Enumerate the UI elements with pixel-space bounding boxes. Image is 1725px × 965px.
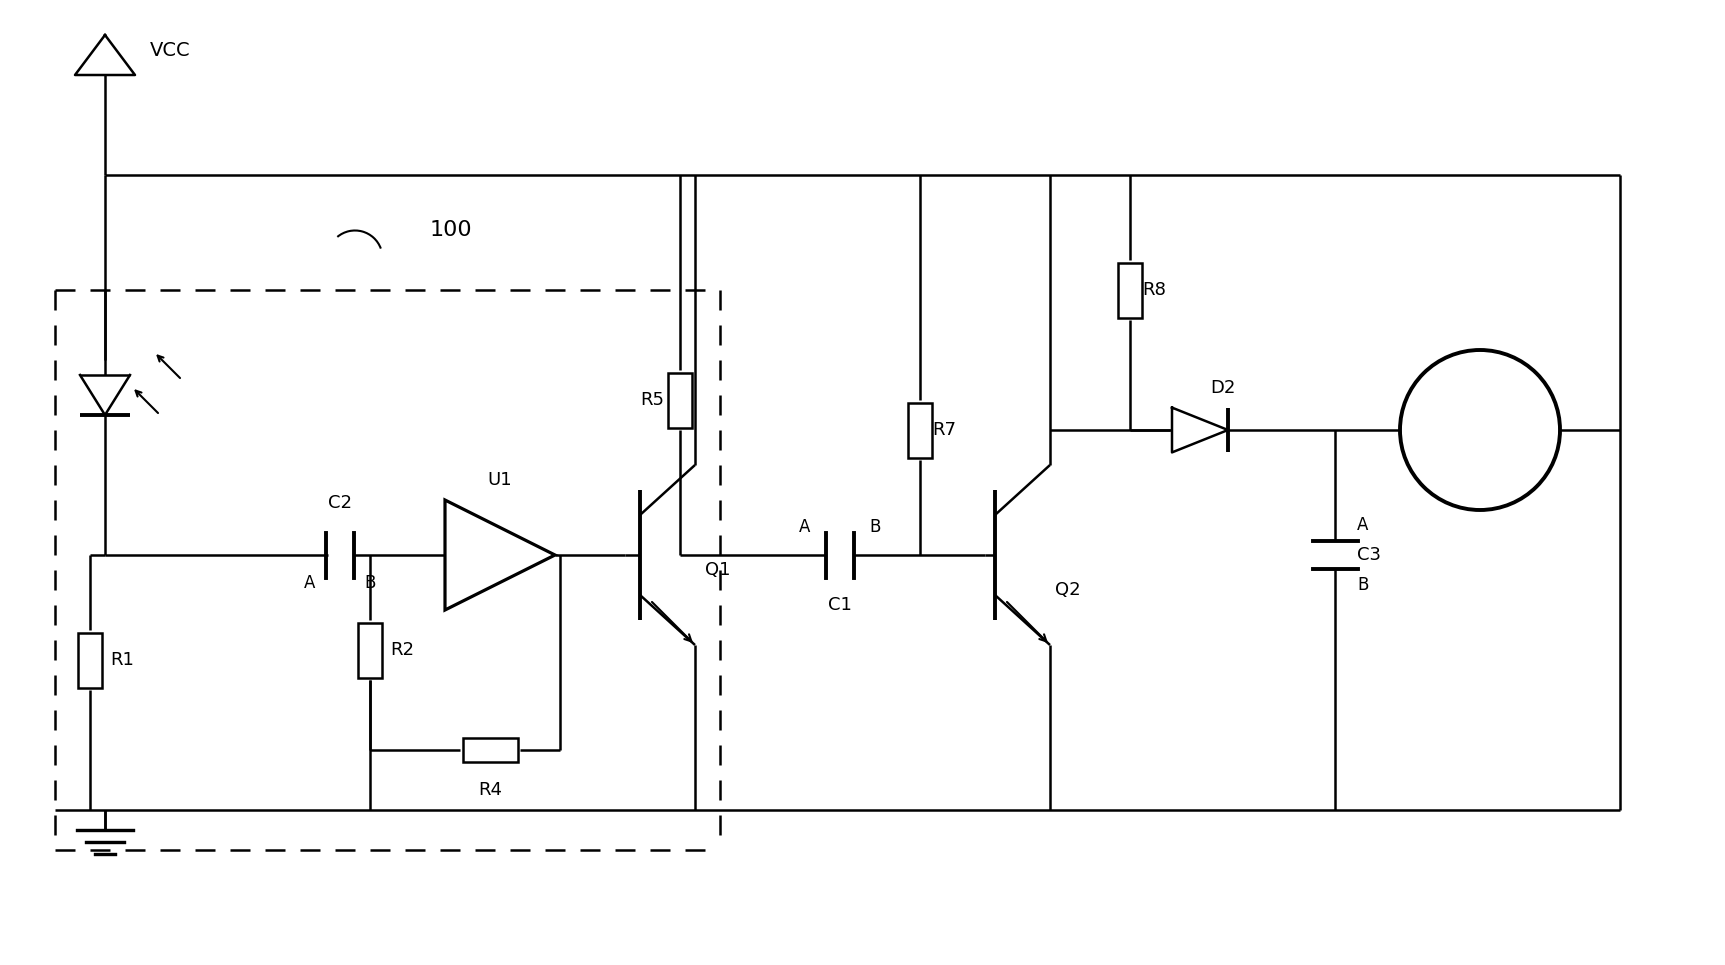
- Text: C3: C3: [1358, 546, 1382, 564]
- Text: Q1: Q1: [706, 561, 730, 579]
- Text: C1: C1: [828, 596, 852, 614]
- Bar: [78, 632, 102, 687]
- Text: R2: R2: [390, 641, 414, 659]
- Text: A: A: [304, 574, 316, 592]
- Text: R1: R1: [110, 651, 135, 669]
- Text: R8: R8: [1142, 281, 1166, 299]
- Text: R7: R7: [932, 421, 956, 439]
- Text: B: B: [869, 518, 881, 536]
- Bar: [668, 372, 692, 427]
- Text: R4: R4: [478, 781, 502, 799]
- Text: R5: R5: [640, 391, 664, 409]
- Bar: [1118, 262, 1142, 317]
- Text: D2: D2: [1209, 379, 1235, 397]
- Text: VCC: VCC: [150, 41, 191, 60]
- Text: 100: 100: [430, 220, 473, 240]
- Text: A: A: [1358, 516, 1368, 534]
- Circle shape: [1401, 350, 1559, 510]
- Text: C2: C2: [328, 494, 352, 512]
- Bar: [462, 738, 518, 762]
- Polygon shape: [445, 500, 555, 610]
- Bar: [359, 622, 381, 677]
- Bar: [907, 402, 932, 457]
- Text: A: A: [799, 518, 811, 536]
- Text: U1: U1: [488, 471, 512, 489]
- Text: B: B: [364, 574, 376, 592]
- Text: Q2: Q2: [1056, 581, 1080, 599]
- Text: B: B: [1358, 576, 1368, 594]
- Text: MCU: MCU: [1454, 420, 1506, 440]
